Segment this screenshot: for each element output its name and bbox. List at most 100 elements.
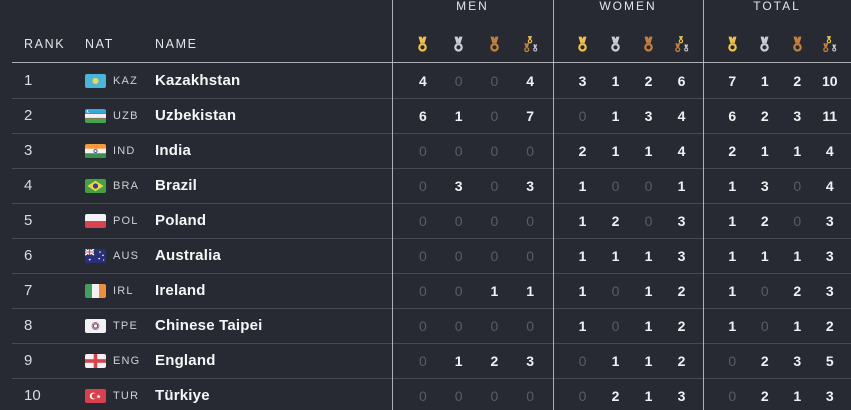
medal-count-women-all: 4: [677, 107, 686, 124]
medal-count-total-all: 4: [825, 177, 834, 194]
rank-value: 9: [24, 352, 33, 369]
medal-count-total-gold: 7: [728, 72, 737, 89]
women-medal-icons: [553, 32, 703, 56]
table-row: 4 BRA Brazil 0 3 0 3 1 0 0 1 1 3 0 4: [0, 168, 851, 203]
men-medal-icons: [392, 32, 553, 56]
medal-count-women-silver: 2: [611, 212, 620, 229]
medal-count-men-gold: 0: [418, 212, 427, 229]
medal-count-men-gold: 0: [418, 142, 427, 159]
nat-cell: KAZ: [85, 73, 155, 88]
table-row: 10 TUR Türkiye 0 0 0 0 0 2 1 3 0 2 1 3: [0, 378, 851, 410]
medal-count-women-silver: 1: [611, 352, 620, 369]
medal-count-women-all: 1: [677, 177, 686, 194]
medal-count-women-silver: 1: [611, 72, 620, 89]
medal-count-men-all: 4: [526, 72, 535, 89]
nat-cell: IRL: [85, 283, 155, 298]
medal-count-total-bronze: 1: [793, 142, 802, 159]
country-code: IRL: [113, 284, 134, 297]
country-name: Chinese Taipei: [155, 317, 263, 334]
medal-count-men-bronze: 0: [490, 72, 499, 89]
country-name: India: [155, 142, 192, 159]
medal-count-men-all: 0: [526, 212, 535, 229]
rank-value: 5: [24, 212, 33, 229]
silver-medal-icon: [599, 36, 632, 53]
table-header: MEN WOMEN TOTAL RANK NAT NAME: [0, 0, 851, 63]
women-counts: 0 2 1 3: [553, 378, 703, 410]
country-name: Uzbekistan: [155, 107, 237, 124]
medal-count-total-all: 3: [825, 387, 834, 404]
women-counts: 1 0 1 2: [553, 273, 703, 308]
medal-count-total-gold: 1: [728, 247, 737, 264]
column-header-row: RANK NAT NAME: [0, 32, 851, 56]
medal-count-men-bronze: 0: [490, 177, 499, 194]
rank-value: 4: [24, 177, 33, 194]
nat-cell: AUS: [85, 248, 155, 263]
country-code: AUS: [113, 249, 140, 262]
medal-count-men-silver: 0: [454, 317, 463, 334]
medal-count-women-all: 3: [677, 212, 686, 229]
women-counts: 1 0 1 2: [553, 308, 703, 343]
men-counts: 0 0 0 0: [392, 238, 553, 273]
medal-count-men-gold: 0: [418, 177, 427, 194]
total-counts: 2 1 1 4: [703, 133, 851, 168]
medal-count-men-bronze: 0: [490, 142, 499, 159]
medal-count-women-bronze: 1: [644, 352, 653, 369]
medal-count-total-bronze: 3: [793, 352, 802, 369]
medal-count-women-silver: 0: [611, 282, 620, 299]
country-name: England: [155, 352, 216, 369]
medal-count-women-silver: 0: [611, 317, 620, 334]
medal-count-men-silver: 0: [454, 142, 463, 159]
country-name: Poland: [155, 212, 207, 229]
nat-cell: BRA: [85, 178, 155, 193]
rank-value: 6: [24, 247, 33, 264]
country-name: Brazil: [155, 177, 198, 194]
medal-count-women-gold: 1: [578, 177, 587, 194]
medal-count-men-bronze: 0: [490, 212, 499, 229]
medal-count-men-silver: 1: [454, 352, 463, 369]
medal-count-women-bronze: 1: [644, 247, 653, 264]
medal-count-women-bronze: 3: [644, 107, 653, 124]
medal-count-total-bronze: 2: [793, 72, 802, 89]
all-medals-icon: [814, 35, 847, 53]
country-flag-icon: [85, 248, 106, 263]
medal-count-men-all: 0: [526, 317, 535, 334]
country-flag-icon: [85, 353, 106, 368]
country-code: BRA: [113, 179, 140, 192]
medal-count-women-gold: 1: [578, 317, 587, 334]
medal-count-women-bronze: 0: [644, 177, 653, 194]
section-divider: [392, 0, 393, 410]
medal-count-men-bronze: 0: [490, 107, 499, 124]
rank-value: 7: [24, 282, 33, 299]
country-flag-icon: [85, 108, 106, 123]
women-counts: 2 1 1 4: [553, 133, 703, 168]
medal-count-men-all: 3: [526, 177, 535, 194]
section-divider: [703, 0, 704, 410]
country-name: Kazakhstan: [155, 72, 241, 89]
women-counts: 1 2 0 3: [553, 203, 703, 238]
header-underline: [12, 62, 851, 63]
country-code: TPE: [113, 319, 138, 332]
medal-count-men-gold: 6: [418, 107, 427, 124]
table-row: 7 IRL Ireland 0 0 1 1 1 0 1 2 1 0 2 3: [0, 273, 851, 308]
medal-count-total-bronze: 3: [793, 107, 802, 124]
silver-medal-icon: [441, 36, 477, 53]
medal-count-men-silver: 0: [454, 247, 463, 264]
medal-count-women-all: 2: [677, 317, 686, 334]
medal-count-men-gold: 0: [418, 317, 427, 334]
nat-cell: TUR: [85, 388, 155, 403]
country-flag-icon: [85, 143, 106, 158]
medal-count-women-gold: 1: [578, 282, 587, 299]
medal-count-women-gold: 1: [578, 212, 587, 229]
men-counts: 0 0 0 0: [392, 203, 553, 238]
medal-count-women-gold: 0: [578, 352, 587, 369]
nat-cell: IND: [85, 143, 155, 158]
medal-count-total-silver: 1: [760, 142, 769, 159]
rank-value: 3: [24, 142, 33, 159]
medal-count-women-silver: 2: [611, 387, 620, 404]
medal-count-men-all: 0: [526, 247, 535, 264]
medal-count-women-gold: 3: [578, 72, 587, 89]
men-counts: 4 0 0 4: [392, 63, 553, 98]
name-column-header: NAME: [155, 37, 198, 51]
medal-count-total-silver: 1: [760, 72, 769, 89]
